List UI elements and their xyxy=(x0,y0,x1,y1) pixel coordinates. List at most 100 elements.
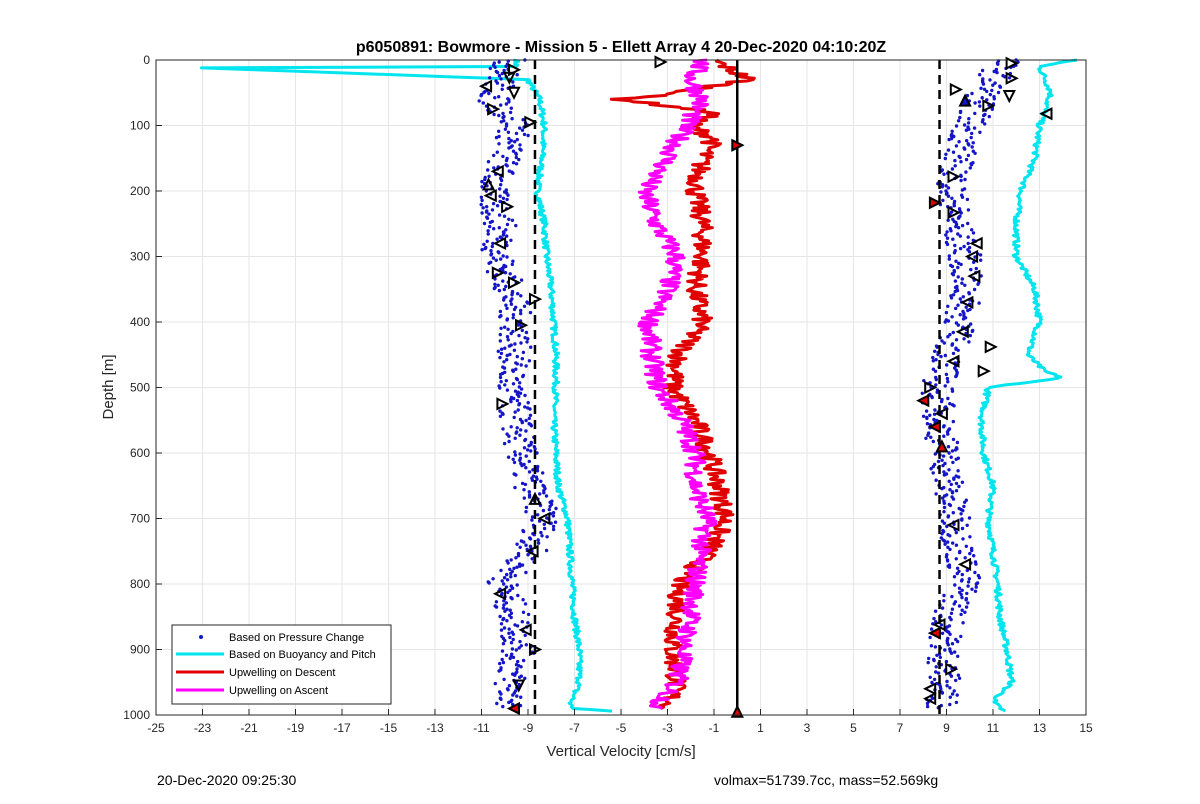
x-tick-label: 15 xyxy=(1079,721,1093,735)
pressure-dot xyxy=(492,153,496,158)
pressure-dot xyxy=(942,434,946,438)
pressure-dot xyxy=(506,327,510,331)
pressure-dot xyxy=(960,572,964,577)
pressure-dot xyxy=(994,67,999,72)
pressure-dot xyxy=(949,482,953,487)
pressure-dot xyxy=(958,115,962,120)
pressure-dot xyxy=(964,305,968,309)
pressure-dot xyxy=(508,110,513,115)
pressure-dot xyxy=(990,107,994,112)
triangle-marker xyxy=(524,115,538,129)
pressure-dot xyxy=(529,345,533,349)
pressure-dot xyxy=(498,332,502,337)
pressure-dot xyxy=(950,692,955,696)
pressure-dot xyxy=(487,581,491,585)
pressure-dot xyxy=(492,112,496,117)
y-tick-label: 700 xyxy=(130,512,150,526)
pressure-dot xyxy=(502,677,506,682)
y-axis-label: Depth [m] xyxy=(100,354,117,419)
pressure-dot xyxy=(959,592,963,597)
pressure-dot xyxy=(934,492,938,496)
pressure-dot xyxy=(950,491,955,495)
pressure-dot xyxy=(967,143,971,147)
pressure-dot xyxy=(505,619,509,623)
pressure-dot xyxy=(498,409,502,413)
pressure-dot xyxy=(488,66,492,71)
pressure-dot xyxy=(480,211,484,215)
pressure-dot xyxy=(518,545,522,549)
pressure-dot xyxy=(981,82,986,86)
pressure-dot xyxy=(500,87,504,92)
pressure-dot xyxy=(524,330,529,335)
pressure-dot xyxy=(509,571,513,576)
pressure-dot xyxy=(988,78,992,82)
pressure-dot xyxy=(961,621,965,625)
triangle-marker xyxy=(1039,107,1053,121)
pressure-dot xyxy=(939,623,944,627)
x-tick-label: 9 xyxy=(943,721,950,735)
pressure-dot xyxy=(956,654,960,658)
pressure-dot xyxy=(985,98,989,102)
pressure-dot xyxy=(503,325,507,329)
pressure-dot xyxy=(507,169,511,173)
pressure-dot xyxy=(490,244,494,249)
pressure-dot xyxy=(943,156,947,161)
pressure-dot xyxy=(540,534,544,538)
pressure-dot xyxy=(929,644,934,648)
pressure-dot xyxy=(544,548,549,553)
pressure-dot xyxy=(970,131,974,136)
pressure-dot xyxy=(955,639,960,644)
pressure-dot xyxy=(515,565,519,569)
pressure-dot xyxy=(973,589,978,593)
pressure-dot xyxy=(932,677,937,682)
pressure-dot xyxy=(951,237,955,241)
series-line-1-0 xyxy=(200,58,613,713)
pressure-dot xyxy=(958,297,962,301)
pressure-dot xyxy=(502,582,506,586)
pressure-dot xyxy=(950,264,955,269)
pressure-dot xyxy=(952,602,956,606)
pressure-dot xyxy=(514,131,519,136)
pressure-dot xyxy=(940,496,945,500)
pressure-dot xyxy=(494,605,499,609)
pressure-dot xyxy=(525,448,530,452)
pressure-dot xyxy=(953,158,957,163)
pressure-dot xyxy=(485,239,489,243)
pressure-dot xyxy=(551,511,556,515)
pressure-dot xyxy=(515,137,519,142)
pressure-dot xyxy=(520,420,524,425)
pressure-dot xyxy=(501,606,506,610)
pressure-dot xyxy=(500,83,505,87)
pressure-dot xyxy=(527,359,532,363)
triangle-marker xyxy=(932,617,946,632)
pressure-dot xyxy=(495,701,499,706)
triangle-marker xyxy=(916,393,930,408)
pressure-dot xyxy=(959,178,963,183)
pressure-dot xyxy=(514,162,519,166)
pressure-dot xyxy=(494,600,499,604)
pressure-dot xyxy=(492,227,496,231)
pressure-dot xyxy=(950,196,954,200)
pressure-dot xyxy=(492,166,496,170)
pressure-dot xyxy=(507,439,511,444)
pressure-dot xyxy=(946,396,950,401)
pressure-dot xyxy=(953,583,957,587)
triangle-marker xyxy=(492,587,507,601)
pressure-dot xyxy=(926,433,930,437)
pressure-dot xyxy=(949,296,954,300)
pressure-dot xyxy=(518,639,522,644)
pressure-dot xyxy=(940,631,945,635)
pressure-dot xyxy=(479,195,484,199)
pressure-dot xyxy=(504,64,508,69)
pressure-dot xyxy=(957,475,961,479)
pressure-dot xyxy=(494,135,499,140)
pressure-dot xyxy=(934,358,938,362)
pressure-dot xyxy=(504,284,508,289)
pressure-dot xyxy=(933,645,938,649)
pressure-dot xyxy=(929,435,933,439)
pressure-dot xyxy=(510,293,514,297)
triangle-marker xyxy=(529,642,543,657)
triangle-marker xyxy=(508,276,522,290)
pressure-dot xyxy=(505,578,510,582)
y-tick-label: 1000 xyxy=(123,708,150,722)
